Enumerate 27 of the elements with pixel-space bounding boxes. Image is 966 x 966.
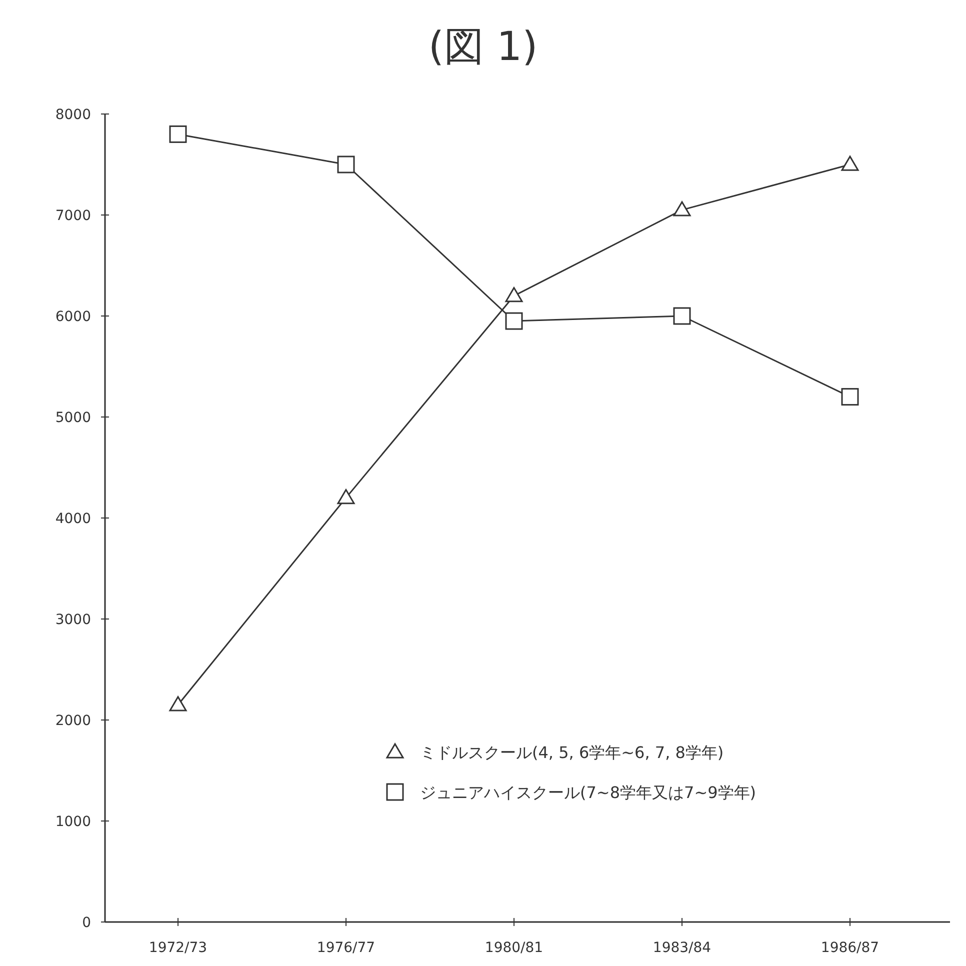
y-tick-label: 3000: [55, 612, 91, 628]
y-tick-label: 7000: [55, 208, 91, 224]
y-tick-label: 0: [82, 915, 91, 931]
x-tick-label: 1972/73: [148, 940, 208, 956]
point: [169, 696, 187, 712]
y-tick-label: 8000: [55, 107, 91, 123]
x-tick-label: 1986/87: [820, 940, 880, 956]
x-tick-label: 1980/81: [484, 940, 544, 956]
point: [505, 312, 523, 330]
point: [673, 307, 691, 325]
point: [841, 388, 859, 406]
y-tick-label: 4000: [55, 511, 91, 527]
x-tick-label: 1976/77: [316, 940, 376, 956]
point: [337, 489, 355, 504]
y-tick-label: 5000: [55, 410, 91, 426]
chart-title: (図 1): [428, 24, 538, 70]
point: [841, 156, 859, 171]
legend-label: ミドルスクール(4, 5, 6学年~6, 7, 8学年): [420, 743, 724, 762]
y-tick-label: 2000: [55, 713, 91, 729]
legend-label: ジュニアハイスクール(7~8学年又は7~9学年): [420, 783, 756, 802]
y-tick-label: 1000: [55, 814, 91, 830]
point: [673, 201, 691, 216]
y-tick-label: 6000: [55, 309, 91, 325]
point: [337, 156, 355, 174]
point: [169, 125, 187, 143]
point: [505, 287, 523, 302]
x-tick-label: 1983/84: [652, 940, 712, 956]
